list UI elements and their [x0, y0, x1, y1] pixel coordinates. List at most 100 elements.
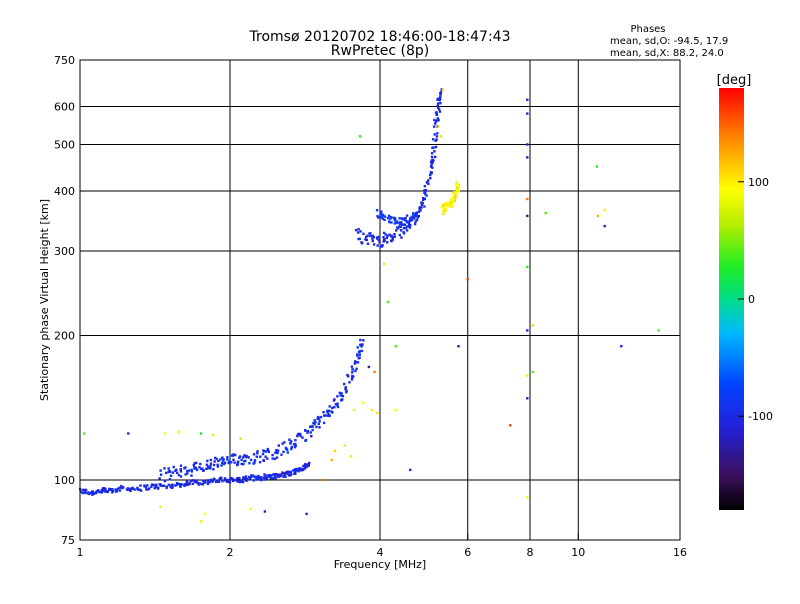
- data-point: [350, 365, 354, 368]
- data-point: [393, 219, 397, 222]
- data-point: [399, 221, 402, 224]
- data-point: [343, 444, 346, 447]
- data-point: [249, 458, 253, 462]
- data-point: [330, 459, 333, 462]
- data-point: [328, 414, 331, 418]
- data-point: [299, 434, 302, 438]
- data-point: [356, 231, 360, 234]
- data-point: [339, 394, 342, 397]
- data-point: [207, 466, 210, 470]
- data-point: [234, 453, 237, 457]
- data-point: [186, 472, 189, 475]
- data-point: [217, 480, 221, 483]
- x-tick-label: 8: [527, 546, 534, 559]
- data-point: [424, 190, 427, 194]
- data-point: [306, 429, 310, 433]
- data-point: [263, 476, 267, 479]
- data-point: [375, 236, 379, 239]
- data-point: [362, 232, 365, 235]
- data-point: [437, 118, 440, 122]
- data-point: [398, 233, 401, 237]
- data-point: [434, 122, 437, 125]
- data-point: [433, 118, 436, 122]
- data-point: [416, 216, 419, 219]
- data-point: [143, 484, 146, 487]
- data-point: [292, 469, 295, 472]
- data-point: [395, 229, 398, 232]
- data-point: [430, 152, 434, 155]
- data-point: [232, 453, 235, 456]
- data-point: [290, 440, 293, 443]
- data-point: [451, 201, 454, 204]
- data-point: [453, 199, 456, 202]
- colorbar-tick-label: 100: [748, 176, 769, 189]
- data-point: [227, 478, 231, 482]
- data-point: [423, 189, 426, 192]
- data-point: [195, 479, 198, 482]
- data-point: [256, 478, 259, 481]
- data-point: [322, 411, 325, 414]
- data-point: [219, 476, 222, 479]
- data-point: [127, 488, 131, 491]
- data-point: [171, 471, 175, 474]
- data-point: [379, 212, 383, 215]
- data-point: [305, 465, 309, 468]
- data-point: [331, 406, 334, 410]
- data-point: [233, 478, 237, 482]
- data-point: [327, 409, 331, 412]
- data-point: [415, 211, 418, 214]
- data-point: [398, 225, 401, 228]
- data-point: [184, 473, 187, 476]
- data-point: [169, 474, 173, 477]
- data-point: [168, 478, 172, 481]
- data-point: [315, 425, 318, 429]
- data-point: [365, 235, 368, 239]
- data-point: [171, 486, 174, 489]
- data-point: [295, 469, 298, 472]
- data-point: [301, 436, 304, 439]
- data-point: [390, 221, 393, 224]
- data-point: [359, 338, 362, 342]
- data-point: [205, 463, 209, 466]
- data-point: [268, 474, 272, 477]
- data-point: [311, 425, 314, 428]
- data-point: [159, 473, 163, 476]
- data-point: [203, 480, 206, 483]
- data-point: [206, 482, 210, 485]
- data-point: [410, 215, 413, 218]
- data-point: [407, 220, 411, 223]
- data-point: [526, 496, 529, 499]
- data-point: [279, 475, 282, 478]
- data-point: [221, 480, 224, 483]
- data-point: [301, 467, 304, 471]
- data-point: [526, 397, 529, 400]
- data-point: [195, 468, 199, 472]
- data-point: [275, 456, 279, 459]
- data-point: [429, 165, 433, 168]
- data-point: [381, 217, 384, 220]
- colorbar-tick-label: 0: [748, 293, 755, 306]
- data-point: [324, 414, 327, 417]
- data-point: [310, 435, 313, 438]
- x-tick-label: 10: [571, 546, 585, 559]
- data-point: [402, 231, 405, 234]
- data-point: [422, 198, 425, 202]
- data-point: [356, 361, 360, 364]
- data-point: [369, 232, 372, 235]
- data-point: [271, 453, 274, 457]
- data-point: [364, 238, 367, 241]
- data-point: [263, 478, 267, 481]
- data-point: [286, 472, 289, 475]
- data-point: [136, 487, 139, 491]
- x-tick-label: 4: [377, 546, 384, 559]
- data-point: [243, 454, 246, 457]
- data-point: [406, 225, 409, 228]
- data-point: [376, 411, 379, 415]
- data-point: [198, 466, 201, 469]
- data-point: [100, 491, 104, 494]
- data-point: [207, 479, 210, 482]
- data-point: [91, 490, 94, 493]
- data-point: [295, 467, 299, 471]
- data-point: [201, 467, 204, 470]
- data-point: [263, 473, 266, 476]
